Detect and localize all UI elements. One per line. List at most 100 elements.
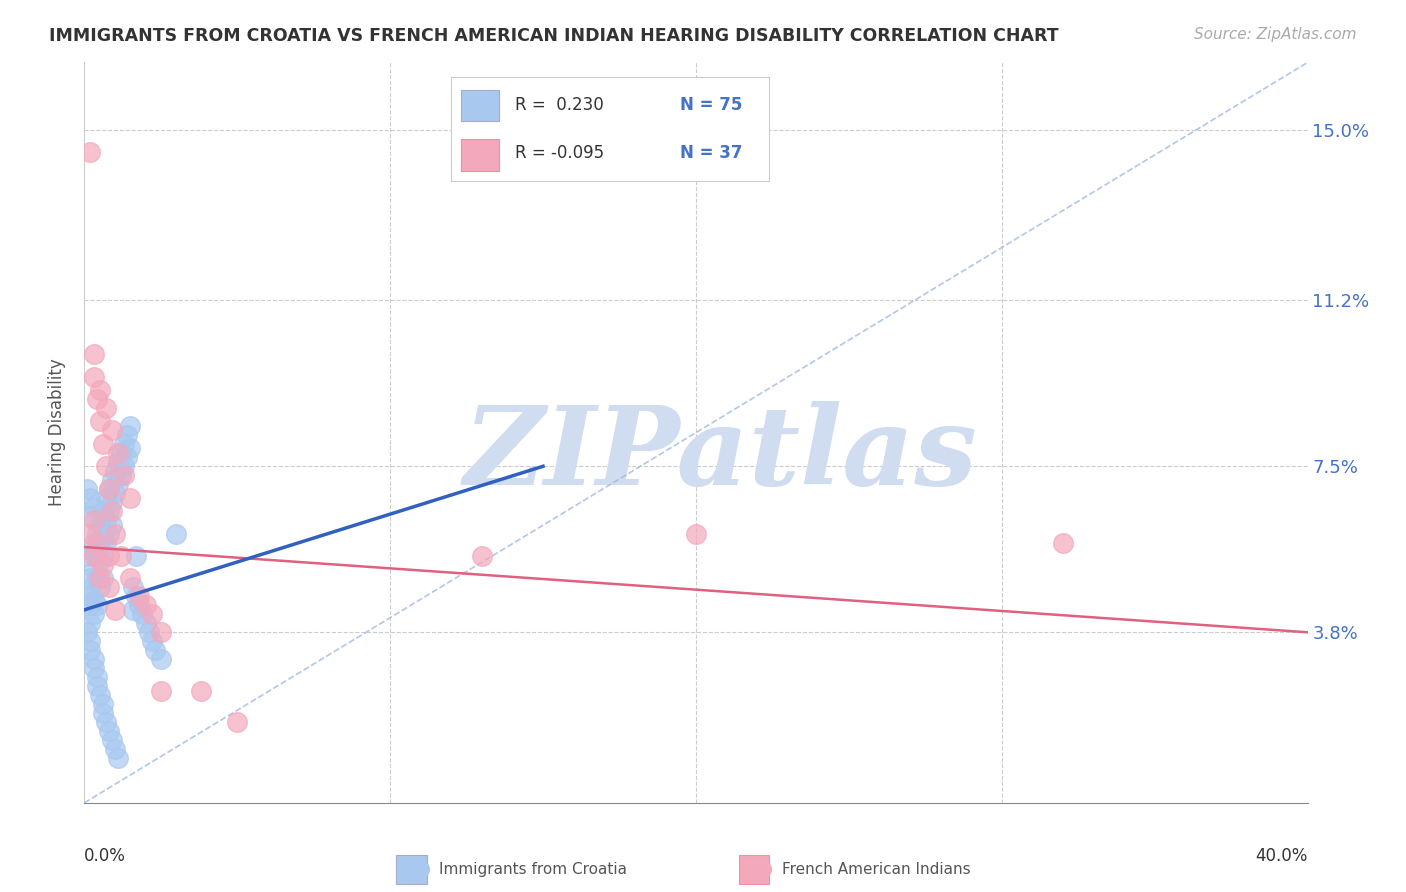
Point: [86, 571, 108, 585]
Point: [97, 581, 120, 595]
Point: [83, 661, 105, 675]
Point: [79, 581, 101, 595]
Point: [79, 571, 101, 585]
Point: [94, 401, 117, 415]
Point: [83, 652, 105, 666]
Point: [79, 145, 101, 160]
Point: [83, 369, 105, 384]
Point: [120, 442, 142, 456]
Text: ZIPatlas: ZIPatlas: [464, 401, 977, 508]
Point: [86, 535, 108, 549]
Point: [76, 482, 98, 496]
Point: [83, 607, 105, 622]
Point: [165, 526, 187, 541]
Point: [104, 603, 127, 617]
Point: [83, 544, 105, 558]
Point: [112, 437, 135, 451]
Point: [104, 742, 127, 756]
Point: [94, 459, 117, 474]
Point: [101, 517, 124, 532]
Point: [86, 526, 108, 541]
Point: [91, 549, 114, 563]
Point: [112, 468, 135, 483]
Point: [104, 464, 127, 478]
Point: [76, 625, 98, 640]
Point: [91, 437, 114, 451]
Point: [104, 486, 127, 500]
Point: [94, 714, 117, 729]
Point: [226, 714, 249, 729]
Point: [83, 535, 105, 549]
Point: [471, 549, 494, 563]
Point: [83, 562, 105, 576]
Point: [79, 634, 101, 648]
Point: [112, 459, 135, 474]
Point: [135, 616, 157, 631]
Text: Immigrants from Croatia: Immigrants from Croatia: [439, 862, 627, 877]
Point: [79, 616, 101, 631]
Bar: [738, 855, 769, 884]
Point: [91, 526, 114, 541]
Point: [97, 526, 120, 541]
Point: [685, 526, 707, 541]
Point: [1052, 535, 1074, 549]
Point: [101, 423, 124, 437]
Point: [104, 526, 127, 541]
Point: [122, 603, 145, 617]
Point: [190, 683, 212, 698]
Point: [91, 706, 114, 720]
Point: [91, 697, 114, 711]
Point: [115, 428, 138, 442]
Point: [89, 535, 111, 549]
Point: [101, 473, 124, 487]
Point: [91, 504, 114, 518]
Point: [86, 599, 108, 613]
Point: [138, 625, 160, 640]
Point: [135, 599, 157, 613]
Bar: [396, 855, 427, 884]
Point: [89, 571, 111, 585]
Point: [101, 495, 124, 509]
Point: [141, 634, 163, 648]
Point: [83, 513, 105, 527]
Point: [128, 590, 150, 604]
Point: [141, 607, 163, 622]
Point: [89, 553, 111, 567]
Point: [79, 643, 101, 657]
Point: [79, 599, 101, 613]
Point: [83, 500, 105, 514]
Point: [91, 571, 114, 585]
Point: [79, 590, 101, 604]
Point: [110, 468, 132, 483]
Point: [76, 549, 98, 563]
Point: [107, 477, 129, 491]
Point: [89, 688, 111, 702]
Point: [120, 418, 142, 433]
Point: [89, 517, 111, 532]
Point: [83, 594, 105, 608]
Point: [149, 625, 172, 640]
Text: 0.0%: 0.0%: [84, 847, 127, 865]
Text: Source: ZipAtlas.com: Source: ZipAtlas.com: [1194, 27, 1357, 42]
Point: [125, 590, 148, 604]
Point: [94, 535, 117, 549]
Point: [143, 643, 166, 657]
Text: French American Indians: French American Indians: [782, 862, 970, 877]
Point: [125, 549, 148, 563]
Text: IMMIGRANTS FROM CROATIA VS FRENCH AMERICAN INDIAN HEARING DISABILITY CORRELATION: IMMIGRANTS FROM CROATIA VS FRENCH AMERIC…: [49, 27, 1059, 45]
Point: [89, 414, 111, 428]
Point: [149, 652, 172, 666]
Point: [79, 508, 101, 523]
Point: [115, 450, 138, 465]
Point: [83, 549, 105, 563]
Point: [94, 513, 117, 527]
Point: [79, 491, 101, 505]
Text: 40.0%: 40.0%: [1256, 847, 1308, 865]
Point: [101, 504, 124, 518]
Point: [86, 549, 108, 563]
Point: [110, 446, 132, 460]
Point: [86, 670, 108, 684]
Point: [86, 679, 108, 693]
Point: [110, 549, 132, 563]
Point: [107, 751, 129, 765]
